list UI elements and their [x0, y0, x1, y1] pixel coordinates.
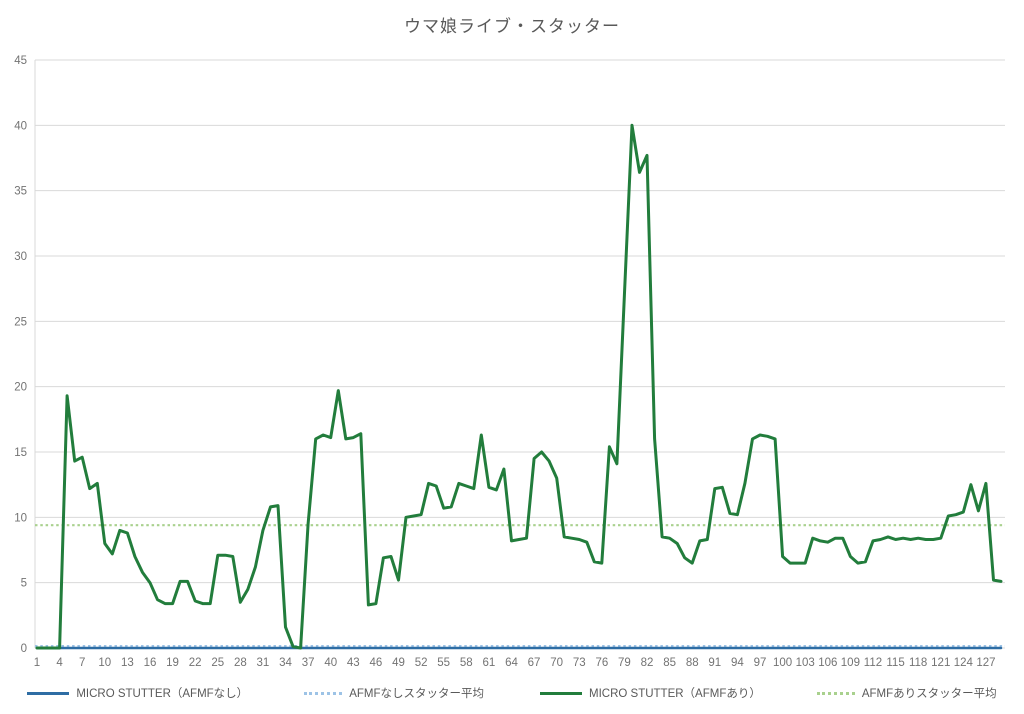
x-axis-label: 40 — [324, 657, 337, 669]
x-axis-label: 97 — [754, 657, 767, 669]
x-axis-label: 67 — [528, 657, 541, 669]
y-axis-label: 10 — [14, 512, 27, 524]
x-axis-label: 1 — [34, 657, 40, 669]
x-axis-label: 49 — [392, 657, 405, 669]
chart-title: ウマ娘ライブ・スタッター — [404, 17, 620, 36]
x-axis-label: 37 — [302, 657, 315, 669]
x-axis-label: 124 — [954, 657, 974, 669]
y-axis-label: 25 — [14, 316, 27, 328]
x-axis-label: 7 — [79, 657, 85, 669]
legend-item-afmf-off-average: AFMFなしスタッター平均 — [304, 685, 484, 701]
legend-label: AFMFなしスタッター平均 — [349, 688, 484, 700]
y-axis-label: 15 — [14, 447, 27, 459]
series-line-2 — [35, 123, 1003, 650]
legend-label: MICRO STUTTER（AFMFなし） — [76, 688, 249, 700]
x-axis-label: 34 — [279, 657, 292, 669]
x-axis-label: 4 — [56, 657, 63, 669]
y-axis-label: 45 — [14, 55, 27, 67]
legend-label: AFMFありスタッター平均 — [861, 688, 997, 700]
y-axis-label: 35 — [14, 186, 27, 198]
x-axis-label: 52 — [415, 657, 428, 669]
x-axis-label: 109 — [841, 657, 860, 669]
x-axis-label: 121 — [931, 657, 950, 669]
dotted-green-line-sample-icon — [816, 691, 855, 695]
legend-item-afmf-on-average: AFMFありスタッター平均 — [816, 685, 997, 701]
x-axis-label: 61 — [482, 657, 495, 669]
legend-item-micro-stutter-afmf-on: MICRO STUTTER（AFMFあり） — [540, 685, 761, 701]
y-axis-label: 40 — [14, 120, 27, 132]
x-axis-label: 25 — [211, 657, 224, 669]
x-axis-label: 91 — [708, 657, 721, 669]
x-axis-label: 10 — [98, 657, 111, 669]
x-axis-label: 31 — [257, 657, 270, 669]
x-axis-label: 79 — [618, 657, 631, 669]
y-axis-label: 30 — [14, 251, 27, 263]
legend-label: MICRO STUTTER（AFMFあり） — [589, 688, 761, 700]
x-axis-label: 22 — [189, 657, 202, 669]
x-axis-label: 43 — [347, 657, 360, 669]
x-axis-label: 127 — [976, 657, 995, 669]
x-axis-label: 103 — [796, 657, 815, 669]
legend-item-micro-stutter-afmf-off: MICRO STUTTER（AFMFなし） — [27, 685, 248, 701]
x-axis-label: 85 — [663, 657, 676, 669]
x-axis-label: 64 — [505, 657, 518, 669]
x-axis-label: 46 — [370, 657, 383, 669]
y-axis-label: 5 — [21, 578, 27, 590]
y-axis-label: 20 — [14, 382, 27, 394]
x-axis-label: 73 — [573, 657, 586, 669]
x-axis-label: 58 — [460, 657, 473, 669]
x-axis-label: 19 — [166, 657, 179, 669]
x-axis-label: 70 — [550, 657, 563, 669]
x-axis-label: 118 — [909, 657, 927, 669]
chart-legend: MICRO STUTTER（AFMFなし） AFMFなしスタッター平均 MICR… — [0, 685, 1024, 701]
solid-blue-line-sample-icon — [27, 691, 70, 695]
x-axis-label: 76 — [595, 657, 608, 669]
x-axis-label: 28 — [234, 657, 247, 669]
x-axis-label: 106 — [818, 657, 837, 669]
y-axis-label: 0 — [21, 643, 27, 655]
x-axis-label: 55 — [437, 657, 450, 669]
solid-green-line-sample-icon — [540, 691, 582, 695]
dotted-blue-line-sample-icon — [304, 691, 343, 695]
x-axis-label: 94 — [731, 657, 744, 669]
x-axis-label: 88 — [686, 657, 699, 669]
x-axis-label: 112 — [864, 657, 882, 669]
x-axis-label: 82 — [641, 657, 654, 669]
x-axis-label: 115 — [886, 657, 904, 669]
x-axis-label: 100 — [773, 657, 792, 669]
x-axis-label: 16 — [144, 657, 157, 669]
x-axis-label: 13 — [121, 657, 134, 669]
